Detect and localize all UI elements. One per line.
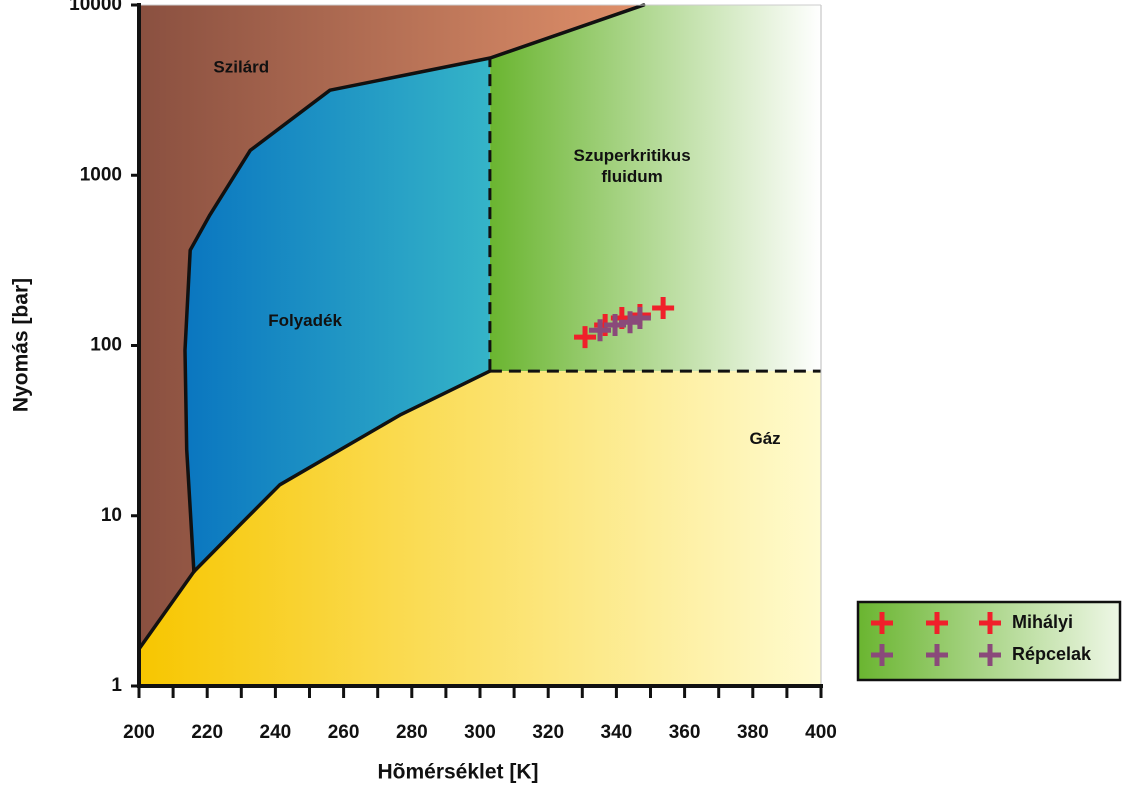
x-tick-label: 380 bbox=[737, 722, 769, 743]
data-point bbox=[619, 311, 642, 334]
phase-boundary bbox=[192, 369, 492, 574]
region-label: fluidum bbox=[601, 167, 662, 186]
y-tick-label: 10000 bbox=[69, 0, 122, 15]
legend-marker bbox=[926, 612, 948, 634]
region-label: Gáz bbox=[749, 429, 780, 448]
legend: Mihályi Répcelak bbox=[856, 600, 1122, 682]
x-tick-label: 360 bbox=[669, 722, 701, 743]
x-tick-label: 220 bbox=[191, 722, 223, 743]
legend-label: Mihályi bbox=[1012, 612, 1073, 632]
axes: 200 220 240 260 280 300 320 340 360 380 400 1 10 100 1… bbox=[69, 0, 837, 743]
phase-boundary bbox=[137, 569, 196, 651]
region-label: Szilárd bbox=[213, 57, 269, 76]
x-axis-title: Hõmérséklet [K] bbox=[377, 761, 538, 784]
phase-region bbox=[489, 5, 821, 372]
x-tick-label: 200 bbox=[123, 722, 155, 743]
legend-label: Répcelak bbox=[1012, 644, 1092, 664]
points bbox=[574, 297, 675, 349]
legend-marker bbox=[979, 644, 1001, 666]
y-tick-label: 1 bbox=[111, 675, 122, 696]
region-label: Folyadék bbox=[268, 311, 342, 330]
x-tick-label: 280 bbox=[396, 722, 428, 743]
data-point bbox=[574, 326, 597, 349]
data-point bbox=[652, 297, 675, 320]
legend-marker bbox=[979, 612, 1001, 634]
legend-marker bbox=[871, 644, 893, 666]
legend-marker bbox=[871, 612, 893, 634]
data-point bbox=[628, 307, 651, 330]
y-axis-title: Nyomás [bar] bbox=[10, 278, 33, 412]
phase-region bbox=[139, 5, 644, 649]
x-tick-label: 240 bbox=[260, 722, 292, 743]
y-tick-label: 1000 bbox=[80, 164, 122, 185]
phase-region bbox=[139, 371, 821, 686]
region-label: Szuperkritikus bbox=[574, 146, 691, 165]
y-tick-label: 10 bbox=[101, 505, 122, 526]
x-tick-label: 260 bbox=[328, 722, 360, 743]
data-point bbox=[589, 319, 612, 342]
legend-marker bbox=[926, 644, 948, 666]
x-tick-label: 340 bbox=[601, 722, 633, 743]
regions: Szilárd Folyadék Szuperkritikus fluidum Gáz bbox=[139, 5, 821, 686]
x-tick-label: 320 bbox=[532, 722, 564, 743]
data-point bbox=[604, 313, 627, 336]
phase-region bbox=[185, 58, 491, 572]
x-tick-label: 300 bbox=[464, 722, 496, 743]
x-tick-label: 400 bbox=[805, 722, 837, 743]
y-tick-label: 100 bbox=[90, 335, 122, 356]
phase-boundary bbox=[183, 3, 646, 574]
curves bbox=[137, 3, 821, 651]
